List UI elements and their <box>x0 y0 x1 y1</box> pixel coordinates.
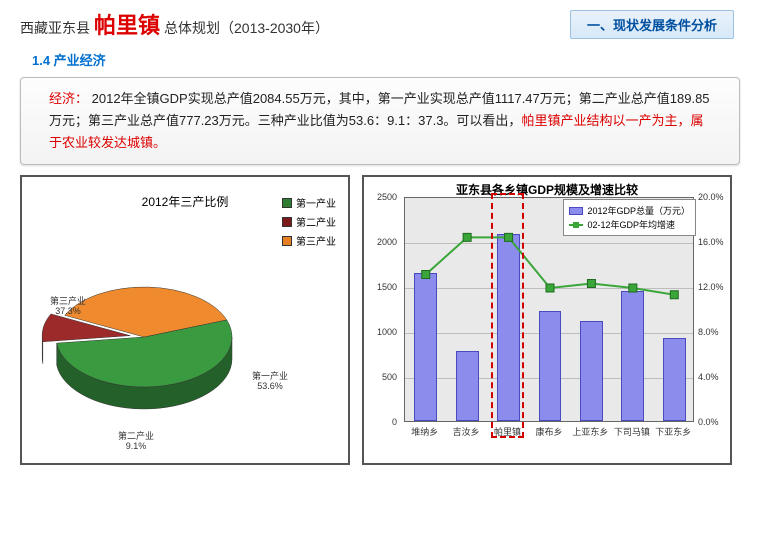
bar <box>663 338 686 421</box>
bar-title: 亚东县各乡镇GDP规模及增速比较 <box>364 181 730 198</box>
y-left-tick: 2500 <box>377 192 397 202</box>
x-tick: 上亚东乡 <box>568 425 612 438</box>
bar <box>539 311 562 421</box>
bar <box>621 291 644 422</box>
legend-label: 第一产业 <box>296 195 336 210</box>
x-tick: 堆纳乡 <box>403 425 447 438</box>
y-right-tick: 12.0% <box>698 282 724 292</box>
legend-swatch <box>282 198 292 208</box>
bar <box>414 273 437 422</box>
section-badge: 一、现状发展条件分析 <box>570 10 734 39</box>
pie-legend: 第一产业第二产业第三产业 <box>282 195 336 252</box>
header-prefix: 西藏亚东县 <box>20 18 90 38</box>
pie-legend-item: 第一产业 <box>282 195 336 210</box>
subsection-title: 1.4 产业经济 <box>0 44 760 75</box>
pie-legend-item: 第二产业 <box>282 214 336 229</box>
x-tick: 下司马镇 <box>610 425 654 438</box>
x-tick: 吉汝乡 <box>444 425 488 438</box>
y-left-tick: 2000 <box>377 237 397 247</box>
bar-legend-item: 02-12年GDP年均增速 <box>569 218 690 231</box>
y-left-tick: 0 <box>392 417 397 427</box>
y-right-tick: 0.0% <box>698 417 719 427</box>
pie-legend-item: 第三产业 <box>282 233 336 248</box>
bar <box>497 234 520 421</box>
y-right-tick: 20.0% <box>698 192 724 202</box>
pie-slice-label: 第二产业9.1% <box>118 432 154 452</box>
bar-legend-item: 2012年GDP总量（万元） <box>569 204 690 217</box>
header-suffix: 总体规划（2013-2030年） <box>164 18 329 38</box>
charts-row: 2012年三产比例 第一产业第二产业第三产业 第一产业53.6%第二产业9.1%… <box>0 175 760 465</box>
pie-slice-label: 第一产业53.6% <box>252 372 288 392</box>
legend-swatch <box>282 236 292 246</box>
pie-svg <box>34 247 244 437</box>
y-right-tick: 4.0% <box>698 372 719 382</box>
legend-label: 2012年GDP总量（万元） <box>587 204 690 217</box>
legend-swatch <box>569 221 583 229</box>
y-right-tick: 8.0% <box>698 327 719 337</box>
legend-label: 02-12年GDP年均增速 <box>587 218 675 231</box>
y-right-tick: 16.0% <box>698 237 724 247</box>
x-tick: 下亚东乡 <box>651 425 695 438</box>
y-left-tick: 1500 <box>377 282 397 292</box>
legend-label: 第二产业 <box>296 214 336 229</box>
y-left-tick: 1000 <box>377 327 397 337</box>
economy-text-panel: 经济： 2012年全镇GDP实现总产值2084.55万元，其中，第一产业实现总产… <box>20 77 740 165</box>
bar <box>456 351 479 421</box>
legend-swatch <box>282 217 292 227</box>
text-lead: 经济： <box>49 91 88 106</box>
bar-legend: 2012年GDP总量（万元）02-12年GDP年均增速 <box>563 199 696 236</box>
y-left-tick: 500 <box>382 372 397 382</box>
bar <box>580 321 603 421</box>
header-title: 帕里镇 <box>94 8 160 40</box>
pie-chart: 2012年三产比例 第一产业第二产业第三产业 第一产业53.6%第二产业9.1%… <box>20 175 350 465</box>
pie-slice-label: 第三产业37.3% <box>50 297 86 317</box>
bar-chart: 亚东县各乡镇GDP规模及增速比较 2012年GDP总量（万元）02-12年GDP… <box>362 175 732 465</box>
legend-label: 第三产业 <box>296 233 336 248</box>
legend-swatch <box>569 207 583 215</box>
x-tick: 帕里镇 <box>486 425 530 438</box>
x-tick: 康布乡 <box>527 425 571 438</box>
